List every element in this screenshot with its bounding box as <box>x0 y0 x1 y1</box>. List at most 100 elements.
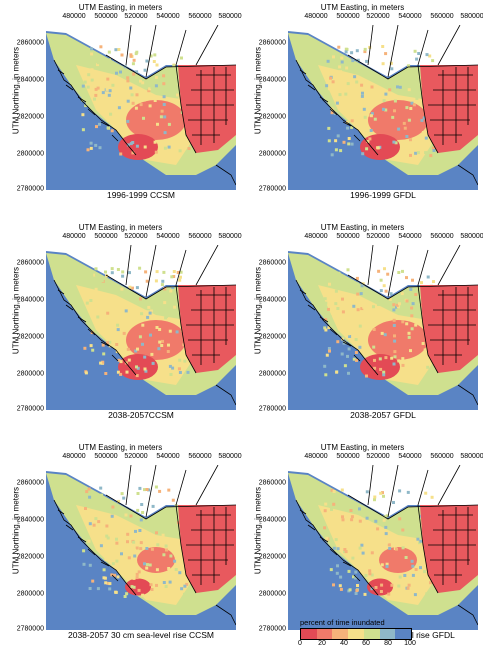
x-tick-label: 580000 <box>460 453 483 460</box>
legend: percent of time inundated 0 20 40 60 80 100 <box>298 618 480 658</box>
x-tick-label: 580000 <box>460 233 483 240</box>
x-tick-label: 520000 <box>124 13 148 20</box>
x-tick-label: 580000 <box>460 13 483 20</box>
map-panel: UTM Easting, in meters UTM Northing, in m… <box>242 220 483 430</box>
y-axis-title: UTM Northing, in meters <box>253 46 263 135</box>
y-tick-label: 2860000 <box>16 39 44 47</box>
y-tick-label: 2800000 <box>258 150 286 158</box>
y-tick-label: 2840000 <box>258 76 286 84</box>
inundation-map <box>288 25 478 190</box>
x-tick-label: 540000 <box>156 233 180 240</box>
y-tick-label: 2780000 <box>16 185 44 193</box>
y-tick-label: 2780000 <box>258 625 286 633</box>
y-axis-title: UTM Northing, in meters <box>253 486 263 575</box>
y-tick-label: 2840000 <box>16 296 44 304</box>
x-tick-label: 500000 <box>94 453 118 460</box>
y-tick-label: 2840000 <box>16 516 44 524</box>
y-axis-title: UTM Northing, in meters <box>11 46 21 135</box>
x-tick-label: 480000 <box>304 233 328 240</box>
x-tick-label: 540000 <box>398 13 422 20</box>
x-tick-label: 500000 <box>336 13 360 20</box>
inundation-map <box>46 465 236 630</box>
x-tick-label: 520000 <box>366 13 390 20</box>
x-axis-title: UTM Easting, in meters <box>78 443 163 452</box>
legend-tick-label: 60 <box>362 640 370 647</box>
legend-swatch <box>301 629 317 639</box>
legend-swatch <box>363 629 380 639</box>
legend-tick-label: 20 <box>318 640 326 647</box>
inundation-map <box>288 465 478 630</box>
x-tick-label: 520000 <box>366 453 390 460</box>
y-tick-label: 2800000 <box>16 150 44 158</box>
x-tick-label: 520000 <box>366 233 390 240</box>
panel-caption: 2038-2057 GFDL <box>350 410 416 420</box>
x-axis-title: UTM Easting, in meters <box>320 443 405 452</box>
x-tick-label: 540000 <box>398 453 422 460</box>
y-tick-label: 2780000 <box>16 625 44 633</box>
inundation-map <box>288 245 478 410</box>
y-tick-label: 2860000 <box>16 259 44 267</box>
panel-caption: 1996-1999 GFDL <box>350 190 416 200</box>
x-axis-title: UTM Easting, in meters <box>78 3 163 12</box>
legend-title: percent of time inundated <box>300 618 385 627</box>
legend-swatch <box>379 629 396 639</box>
x-tick-label: 540000 <box>156 13 180 20</box>
panel-caption: 2038-2057 30 cm sea-level rise CCSM <box>68 630 214 640</box>
legend-tick-label: 80 <box>384 640 392 647</box>
map-panel: UTM Easting, in meters UTM Northing, in m… <box>0 220 242 430</box>
y-tick-label: 2860000 <box>258 479 286 487</box>
x-tick-label: 500000 <box>94 13 118 20</box>
x-tick-label: 480000 <box>62 13 86 20</box>
y-tick-label: 2780000 <box>258 185 286 193</box>
y-axis-title: UTM Northing, in meters <box>253 266 263 355</box>
legend-tick-label: 100 <box>404 640 416 647</box>
legend-tick-label: 40 <box>340 640 348 647</box>
legend-swatch <box>348 629 364 639</box>
x-tick-label: 540000 <box>156 453 180 460</box>
y-tick-label: 2840000 <box>258 516 286 524</box>
x-tick-label: 500000 <box>94 233 118 240</box>
x-tick-label: 520000 <box>124 233 148 240</box>
legend-color-bar <box>300 628 412 640</box>
y-tick-label: 2840000 <box>258 296 286 304</box>
x-tick-label: 560000 <box>188 233 212 240</box>
y-tick-label: 2860000 <box>258 39 286 47</box>
y-tick-label: 2820000 <box>258 113 286 121</box>
y-tick-label: 2800000 <box>16 370 44 378</box>
y-tick-label: 2820000 <box>258 333 286 341</box>
inundation-map <box>46 245 236 410</box>
y-tick-label: 2820000 <box>16 113 44 121</box>
panel-caption: 1996-1999 CCSM <box>106 190 176 200</box>
x-tick-label: 560000 <box>188 453 212 460</box>
x-tick-label: 480000 <box>62 453 86 460</box>
x-tick-label: 580000 <box>218 233 242 240</box>
x-tick-label: 480000 <box>304 13 328 20</box>
x-tick-label: 500000 <box>336 453 360 460</box>
y-tick-label: 2800000 <box>258 370 286 378</box>
legend-swatch <box>395 629 412 639</box>
y-tick-label: 2820000 <box>258 553 286 561</box>
y-tick-label: 2820000 <box>16 333 44 341</box>
x-tick-label: 580000 <box>218 453 242 460</box>
x-tick-label: 580000 <box>218 13 242 20</box>
map-panel: UTM Easting, in meters UTM Northing, in m… <box>0 0 242 210</box>
x-axis-title: UTM Easting, in meters <box>320 3 405 12</box>
x-axis-title: UTM Easting, in meters <box>78 223 163 232</box>
x-tick-label: 540000 <box>398 233 422 240</box>
legend-tick-label: 0 <box>298 640 302 647</box>
y-axis-title: UTM Northing, in meters <box>11 266 21 355</box>
x-tick-label: 560000 <box>430 233 454 240</box>
x-tick-label: 560000 <box>188 13 212 20</box>
x-tick-label: 480000 <box>62 233 86 240</box>
x-axis-title: UTM Easting, in meters <box>320 223 405 232</box>
y-tick-label: 2860000 <box>16 479 44 487</box>
y-tick-label: 2780000 <box>16 405 44 413</box>
y-tick-label: 2860000 <box>258 259 286 267</box>
panel-caption: 2038-2057CCSM <box>108 410 174 420</box>
map-panel: UTM Easting, in meters UTM Northing, in m… <box>0 440 242 650</box>
y-tick-label: 2800000 <box>258 590 286 598</box>
x-tick-label: 480000 <box>304 453 328 460</box>
legend-swatch <box>332 629 349 639</box>
y-tick-label: 2840000 <box>16 76 44 84</box>
x-tick-label: 500000 <box>336 233 360 240</box>
